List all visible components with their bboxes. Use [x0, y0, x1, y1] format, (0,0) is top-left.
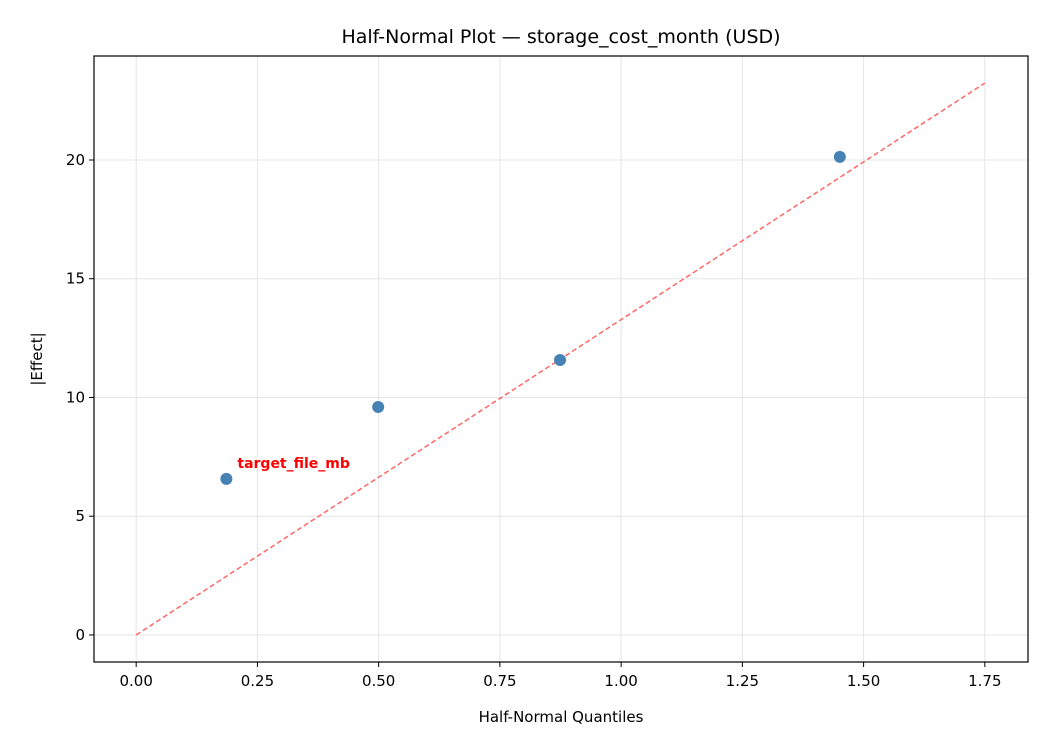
y-tick-label: 20 — [66, 151, 85, 169]
x-tick-label: 0.50 — [362, 672, 395, 690]
x-tick-label: 0.25 — [241, 672, 274, 690]
y-tick-label: 15 — [66, 270, 85, 288]
y-axis-label: |Effect| — [28, 332, 46, 385]
data-point — [554, 353, 567, 366]
x-tick-label: 1.50 — [847, 672, 880, 690]
grid — [94, 56, 1028, 662]
x-axis-label: Half-Normal Quantiles — [479, 708, 644, 726]
data-point — [220, 472, 233, 485]
y-tick-label: 0 — [75, 626, 85, 644]
y-tick-label: 5 — [75, 507, 85, 525]
y-tick-label: 10 — [66, 388, 85, 406]
chart-title: Half-Normal Plot — storage_cost_month (U… — [341, 26, 780, 48]
x-tick-label: 0.00 — [119, 672, 152, 690]
annotations-group: target_file_mb — [237, 456, 350, 472]
data-point — [833, 150, 846, 163]
x-tick-label: 1.00 — [604, 672, 637, 690]
point-annotation: target_file_mb — [237, 456, 350, 472]
x-tick-label: 1.25 — [726, 672, 759, 690]
data-point — [372, 400, 385, 413]
y-axis-ticks: 0 5 10 15 20 — [66, 151, 94, 644]
x-tick-label: 1.75 — [968, 672, 1001, 690]
x-axis-ticks: 0.00 0.25 0.50 0.75 1.00 1.25 1.50 1.75 — [119, 662, 1002, 690]
plot-frame — [93, 55, 1029, 663]
points-group — [220, 150, 846, 485]
x-tick-label: 0.75 — [483, 672, 516, 690]
